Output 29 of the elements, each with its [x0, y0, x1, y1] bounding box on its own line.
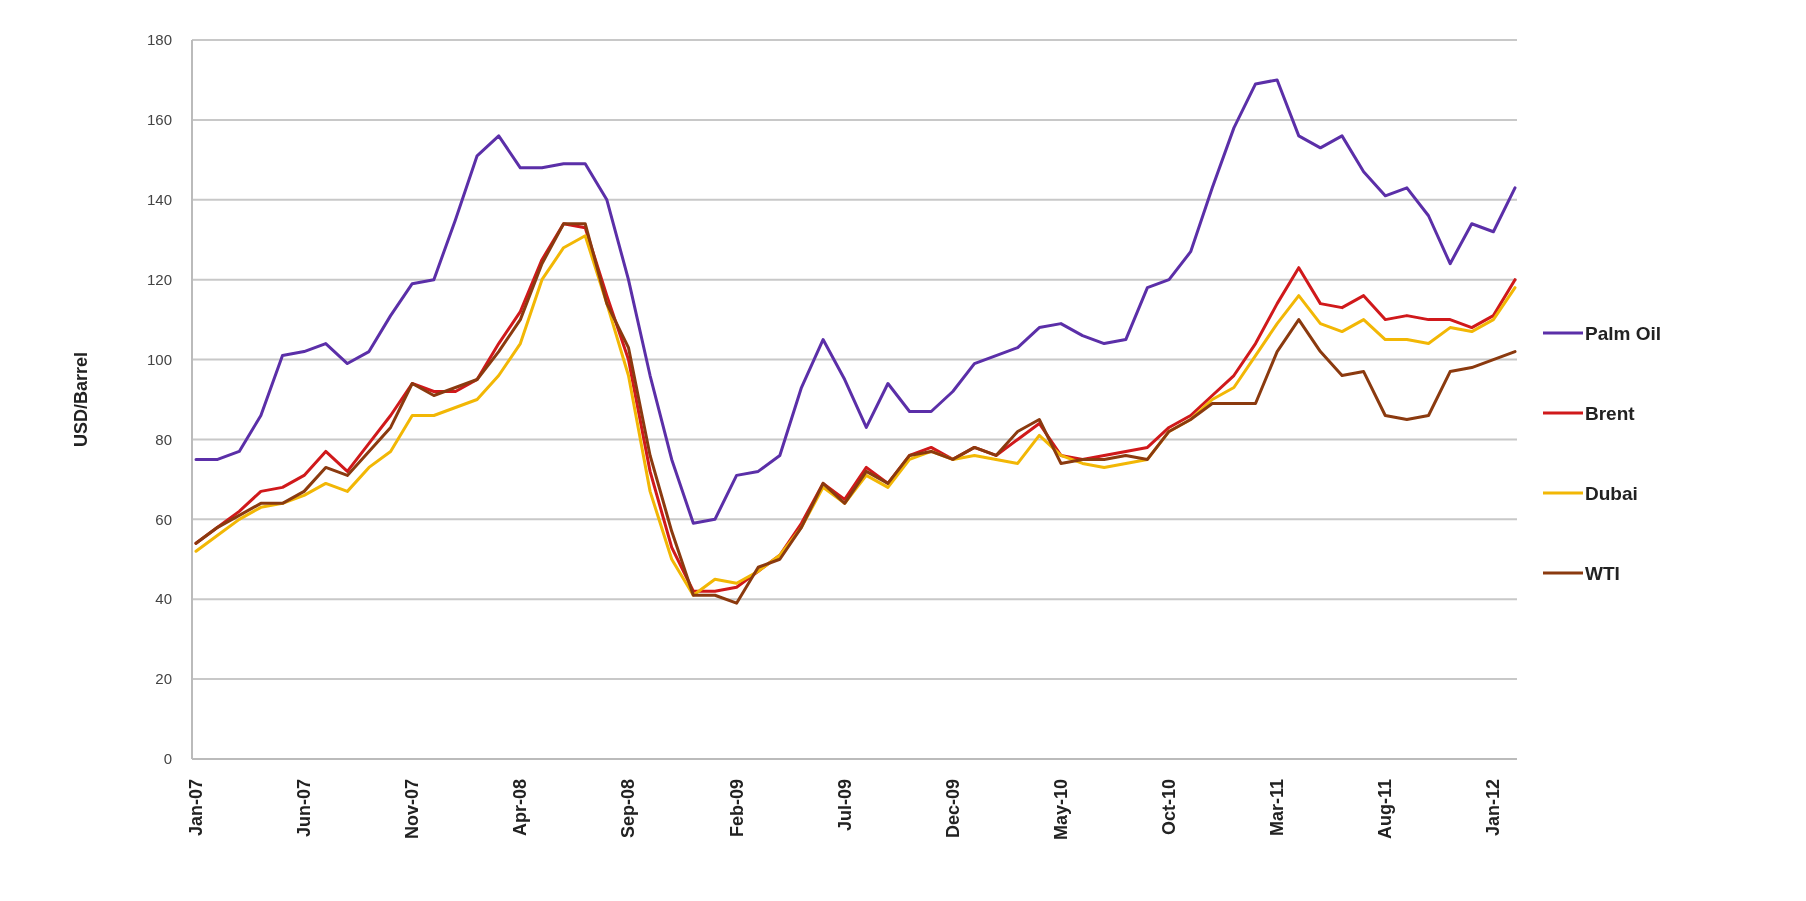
x-tick-label: Sep-08 [618, 779, 639, 839]
x-tick-label: Aug-11 [1375, 779, 1396, 840]
y-tick-label: 60 [155, 510, 172, 528]
legend-label: Palm Oil [1585, 322, 1662, 344]
y-tick-label: 160 [146, 111, 172, 129]
x-tick-label: Nov-07 [402, 779, 423, 840]
x-tick-label: Mar-11 [1267, 779, 1288, 837]
x-tick-label: Jun-07 [294, 779, 315, 838]
x-tick-label: May-10 [1050, 779, 1071, 841]
y-tick-label: 100 [146, 350, 172, 368]
legend-label: Brent [1585, 402, 1636, 424]
line-series [194, 78, 1517, 525]
legend-label: WTI [1585, 562, 1620, 584]
y-axis-title: USD/Barrel [71, 351, 91, 448]
x-tick-label: Feb-09 [726, 779, 747, 838]
y-tick-label: 120 [146, 270, 172, 288]
x-tick-label: Jan-07 [186, 779, 206, 837]
legend-label: Dubai [1585, 482, 1638, 504]
y-tick-label: 40 [155, 590, 172, 608]
x-tick-label: Jul-09 [834, 779, 855, 832]
y-tick-label: 0 [163, 750, 172, 768]
y-tick-label: 140 [146, 191, 172, 209]
y-tick-label: 20 [155, 670, 172, 688]
x-tick-label: Oct-10 [1159, 779, 1180, 836]
y-tick-label: 80 [155, 430, 172, 448]
x-tick-label: Dec-09 [942, 779, 963, 839]
x-tick-label: Apr-08 [510, 779, 531, 837]
y-tick-label: 180 [146, 31, 172, 49]
x-tick-label: Jan-12 [1483, 779, 1504, 837]
